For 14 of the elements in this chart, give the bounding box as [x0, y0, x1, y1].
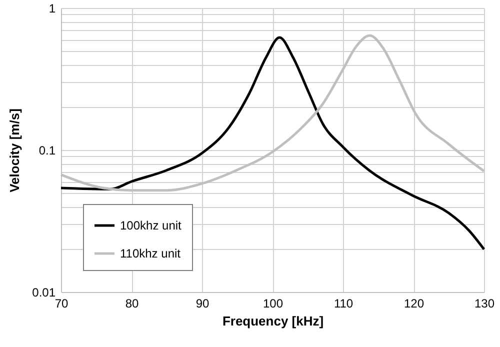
- legend-label: 100khz unit: [120, 218, 182, 232]
- y-tick-label: 0.01: [32, 286, 56, 300]
- y-tick-label: 0.1: [38, 144, 56, 158]
- y-axis-title: Velocity [m/s]: [7, 108, 22, 192]
- x-axis-title: Frequency [kHz]: [222, 314, 324, 328]
- y-tick-label: 1: [48, 2, 56, 16]
- x-tick-label: 70: [54, 296, 68, 310]
- legend-label: 110khz unit: [120, 246, 182, 260]
- x-tick-label: 100: [262, 296, 284, 310]
- x-tick-label: 120: [404, 296, 424, 310]
- x-tick-label: 110: [334, 296, 354, 310]
- x-tick-label: 80: [125, 296, 139, 310]
- x-tick-label: 130: [474, 296, 495, 310]
- x-tick-label: 90: [196, 296, 210, 310]
